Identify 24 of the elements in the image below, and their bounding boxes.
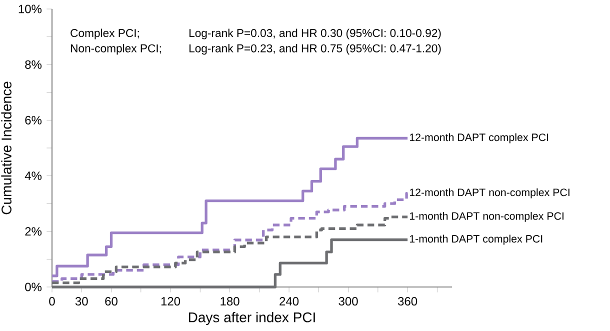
x-axis-title: Days after index PCI bbox=[188, 312, 315, 326]
y-tick-label: 0% bbox=[25, 282, 42, 292]
series-label: 12-month DAPT non-complex PCI bbox=[410, 188, 570, 198]
x-tick-label: 360 bbox=[398, 297, 418, 306]
series-label: 12-month DAPT complex PCI bbox=[410, 133, 548, 144]
x-tick-label: 0 bbox=[49, 297, 55, 306]
y-axis-title: Cumulative Incidence bbox=[1, 82, 12, 214]
series-label: 1-month DAPT complex PCI bbox=[410, 234, 542, 245]
y-tick-label: 10% bbox=[18, 4, 42, 14]
annotation: Non-complex PCI; bbox=[70, 44, 161, 55]
x-tick-label: 240 bbox=[280, 297, 299, 306]
y-tick-label: 2% bbox=[25, 227, 42, 236]
y-tick-label: 8% bbox=[25, 60, 42, 69]
annotation: Complex PCI; bbox=[70, 28, 139, 40]
y-tick-label: 6% bbox=[25, 116, 42, 124]
x-tick-label: 30 bbox=[75, 297, 88, 306]
annotation: Log-rank P=0.23, and HR 0.75 (95%CI: 0.47-1.20) bbox=[189, 44, 441, 55]
y-tick-label: 4% bbox=[24, 172, 42, 180]
x-tick-label: 180 bbox=[220, 297, 240, 306]
x-tick-label: 300 bbox=[338, 297, 358, 306]
series-label: 1-month DAPT non-complex PCI bbox=[410, 212, 564, 222]
x-tick-label: 60 bbox=[105, 297, 118, 306]
x-tick-label: 120 bbox=[161, 297, 180, 306]
annotation: Log-rank P=0.03, and HR 0.30 (95%CI: 0.10-0.92) bbox=[189, 28, 441, 40]
